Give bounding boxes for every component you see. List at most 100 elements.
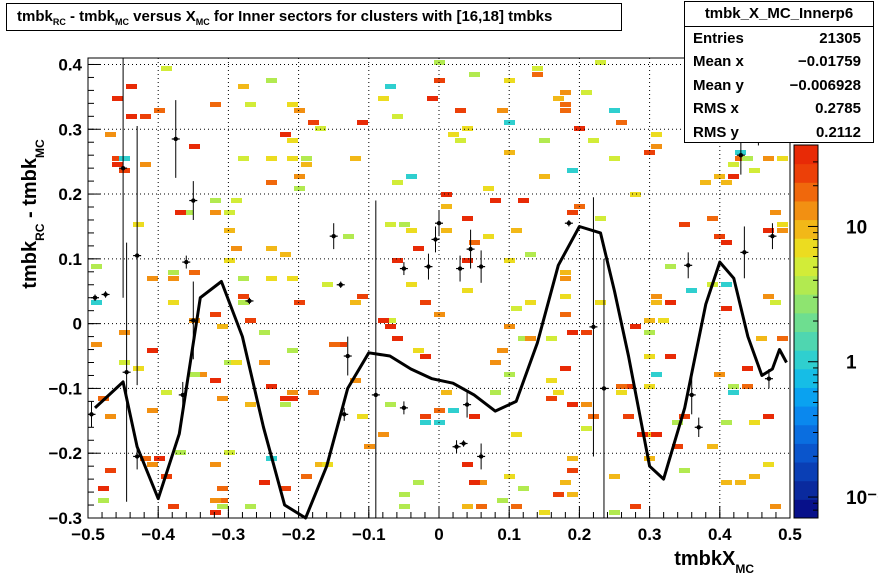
- heatmap-cell: [651, 432, 662, 437]
- point-marker: [478, 264, 484, 269]
- heatmap-cell: [217, 324, 228, 329]
- heatmap-cell: [420, 354, 431, 359]
- profile-point: [684, 252, 693, 279]
- heatmap-cell: [504, 474, 515, 479]
- heatmap-cell: [616, 120, 627, 125]
- colorbar-segment: [794, 312, 818, 332]
- point-marker: [601, 386, 607, 391]
- heatmap-cell: [763, 414, 774, 419]
- heatmap-cell: [497, 108, 508, 113]
- heatmap-cell: [315, 462, 326, 467]
- heatmap-cell: [245, 318, 256, 323]
- heatmap-cell: [385, 324, 396, 329]
- heatmap-cell: [154, 108, 165, 113]
- heatmap-cell: [742, 384, 753, 389]
- heatmap-cell: [434, 78, 445, 83]
- heatmap-cell: [399, 492, 410, 497]
- profile-point: [463, 391, 472, 418]
- plot-title-box: tmbkRC - tmbkMC versus XMC for Inner sec…: [6, 3, 622, 31]
- heatmap-cell: [266, 78, 277, 83]
- heatmap-cell: [392, 180, 403, 185]
- heatmap-cell: [161, 390, 172, 395]
- fit-curve: [93, 225, 788, 520]
- heatmap-cell: [280, 402, 291, 407]
- y-tick-label: −0.2: [48, 444, 82, 463]
- colorbar-segment: [794, 350, 818, 370]
- heatmap-cell: [413, 480, 424, 485]
- profile-points: [87, 58, 777, 518]
- profile-point: [101, 291, 110, 298]
- heatmap-cell: [210, 198, 221, 203]
- stats-row: RMS x 0.2785: [693, 100, 861, 118]
- x-tick-label: 0.3: [638, 525, 662, 544]
- profile-point: [329, 223, 338, 250]
- heatmap-cell: [378, 96, 389, 101]
- heatmap-cell: [301, 474, 312, 479]
- colorbar-tick-label: 1: [846, 353, 857, 374]
- heatmap-cell: [182, 210, 193, 215]
- heatmap-cell: [266, 276, 277, 281]
- heatmap-cell: [126, 114, 137, 119]
- colorbar-segment: [794, 443, 818, 463]
- heatmap-cell: [609, 156, 620, 161]
- heatmap-cell: [119, 360, 130, 365]
- heatmap-cell: [462, 216, 473, 221]
- heatmap-cell: [259, 360, 270, 365]
- heatmap-cell: [217, 504, 228, 509]
- x-tick-label: −0.4: [141, 525, 175, 544]
- heatmap-cell: [350, 300, 361, 305]
- heatmap-cell: [385, 84, 396, 89]
- profile-point: [589, 197, 598, 457]
- point-marker: [426, 264, 431, 269]
- profile-point: [340, 407, 349, 421]
- heatmap-cell: [119, 168, 130, 173]
- heatmap-cell: [511, 432, 522, 437]
- heatmap-cell: [462, 288, 473, 293]
- heatmap-cell: [217, 486, 228, 491]
- heatmap-cell: [644, 330, 655, 335]
- colorbar-segment: [794, 499, 818, 519]
- point-marker: [124, 370, 129, 375]
- point-marker: [184, 259, 189, 265]
- heatmap-cell: [280, 252, 291, 257]
- heatmap-cell: [385, 222, 396, 227]
- stats-row: Entries 21305: [693, 30, 861, 47]
- heatmap-cell: [266, 180, 277, 185]
- heatmap-cell: [770, 300, 781, 305]
- x-tick-label: 0.4: [708, 525, 732, 544]
- colorbar-segment: [794, 294, 818, 314]
- heatmap-cell: [721, 420, 732, 425]
- point-marker: [770, 233, 775, 239]
- heatmap-cell: [287, 102, 298, 107]
- heatmap-cell: [140, 456, 151, 461]
- heatmap-cell: [511, 306, 522, 311]
- heatmap-cell: [567, 468, 578, 473]
- heatmap-cell: [133, 222, 144, 227]
- colorbar-segment: [794, 368, 818, 388]
- profile-point: [740, 226, 749, 279]
- profile-point: [452, 440, 461, 454]
- heatmap-cell: [560, 276, 571, 281]
- axes: [87, 57, 791, 519]
- heatmap-cell: [385, 402, 396, 407]
- profile-point: [424, 253, 433, 280]
- point-marker: [345, 353, 350, 359]
- profile-point: [189, 181, 198, 220]
- heatmap-cell: [245, 504, 256, 509]
- heatmap-cell: [553, 390, 564, 395]
- profile-point: [189, 281, 198, 360]
- heatmap-cell: [427, 96, 438, 101]
- heatmap-cell: [189, 144, 200, 149]
- stats-row: Mean x −0.01759: [693, 53, 861, 71]
- heatmap-cell: [336, 342, 347, 347]
- x-tick-label: 0.2: [568, 525, 592, 544]
- point-marker: [689, 392, 694, 398]
- heatmap-cell: [287, 276, 298, 281]
- heatmap-cell: [287, 390, 298, 395]
- y-tick-label: −0.1: [48, 379, 82, 398]
- profile-point: [178, 381, 187, 408]
- heatmap-cell: [294, 186, 305, 191]
- colorbar-segment: [794, 424, 818, 444]
- profile-point: [459, 440, 468, 447]
- profile-point: [122, 242, 131, 502]
